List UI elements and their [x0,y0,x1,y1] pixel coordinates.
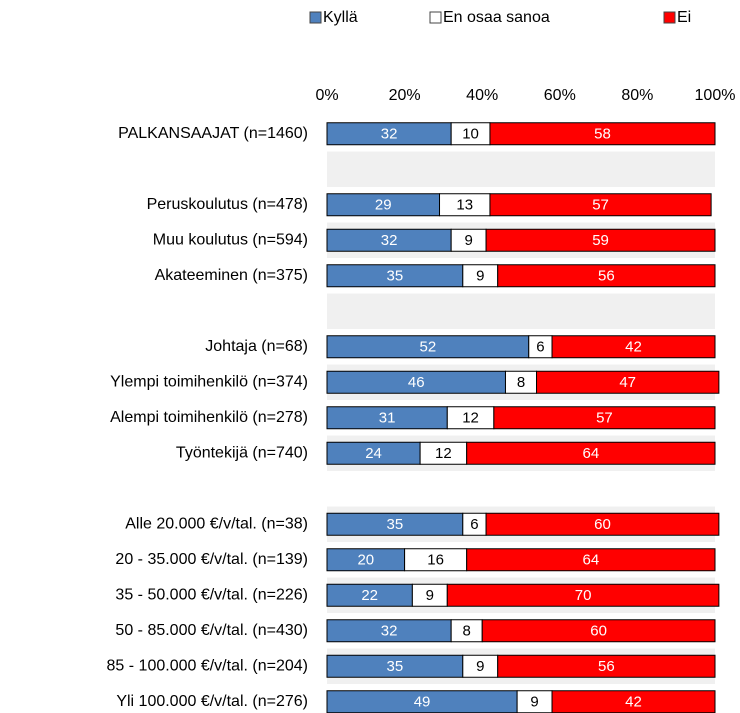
row-stripe [327,293,715,329]
y-tick-label: Peruskoulutus (n=478) [147,196,308,213]
data-label: 29 [375,197,392,214]
data-label: 16 [427,552,444,569]
bar-segment [485,228,716,252]
x-tick-label: 0% [315,87,338,104]
x-tick-label: 60% [544,87,576,104]
data-label: 22 [361,587,378,604]
data-label: 58 [594,126,611,143]
data-label: 60 [590,623,607,640]
y-tick-label: 35 - 50.000 €/v/tal. (n=226) [115,586,308,603]
bar-segment [497,654,716,678]
legend-swatch [429,11,442,24]
data-label: 6 [470,516,478,533]
bar-segment [481,619,716,643]
y-tick-label: 85 - 100.000 €/v/tal. (n=204) [107,657,308,674]
legend-label: En osaa sanoa [443,9,550,26]
data-label: 57 [596,410,613,427]
legend-swatch [309,11,322,24]
bar-segment [497,264,716,288]
data-label: 8 [517,374,525,391]
data-label: 60 [594,516,611,533]
data-label: 52 [420,339,437,356]
data-label: 32 [381,232,398,249]
data-label: 57 [592,197,609,214]
y-tick-label: Akateeminen (n=375) [155,267,308,284]
data-label: 32 [381,623,398,640]
data-label: 9 [530,694,538,711]
legend-swatch [663,11,676,24]
legend-label: Kyllä [323,9,358,26]
y-tick-label: Työntekijä (n=740) [176,444,308,461]
data-label: 6 [536,339,544,356]
data-label: 12 [435,445,452,462]
data-label: 20 [357,552,374,569]
data-label: 70 [575,587,592,604]
data-label: 9 [476,658,484,675]
bar-segment [489,193,712,217]
data-label: 12 [462,410,479,427]
data-label: 56 [598,268,615,285]
data-label: 46 [408,374,425,391]
legend-label: Ei [677,9,691,26]
bar-segment [466,548,716,572]
y-tick-label: Muu koulutus (n=594) [153,231,308,248]
data-label: 35 [387,658,404,675]
data-label: 64 [582,445,599,462]
x-tick-label: 40% [466,87,498,104]
bar-segment [446,583,720,607]
data-label: 31 [379,410,396,427]
data-label: 64 [582,552,599,569]
row-stripe [327,151,715,187]
bar-segment [489,122,716,146]
data-label: 32 [381,126,398,143]
y-tick-label: Johtaja (n=68) [205,338,308,355]
data-label: 49 [414,694,431,711]
data-label: 10 [462,126,479,143]
data-label: 56 [598,658,615,675]
bar-segment [536,370,720,394]
x-tick-label: 100% [695,87,736,104]
data-label: 47 [619,374,636,391]
bar-segment [493,406,716,430]
bar-segment [466,441,716,465]
data-label: 24 [365,445,382,462]
data-label: 42 [625,694,642,711]
y-tick-label: PALKANSAAJAT (n=1460) [118,125,308,142]
y-tick-label: Ylempi toimihenkilö (n=374) [110,373,308,390]
y-tick-label: Alempi toimihenkilö (n=278) [110,409,308,426]
x-tick-label: 20% [389,87,421,104]
x-tick-label: 80% [621,87,653,104]
data-label: 13 [456,197,473,214]
y-tick-label: 50 - 85.000 €/v/tal. (n=430) [115,622,308,639]
bar-segment [551,335,716,359]
data-label: 35 [387,516,404,533]
data-label: 8 [463,623,471,640]
data-label: 9 [464,232,472,249]
bar-segment [485,512,720,536]
data-label: 9 [426,587,434,604]
y-tick-label: 20 - 35.000 €/v/tal. (n=139) [115,551,308,568]
y-tick-label: Alle 20.000 €/v/tal. (n=38) [125,515,308,532]
y-tick-label: Yli 100.000 €/v/tal. (n=276) [116,693,308,710]
data-label: 42 [625,339,642,356]
data-label: 35 [387,268,404,285]
data-label: 9 [476,268,484,285]
data-label: 59 [592,232,609,249]
